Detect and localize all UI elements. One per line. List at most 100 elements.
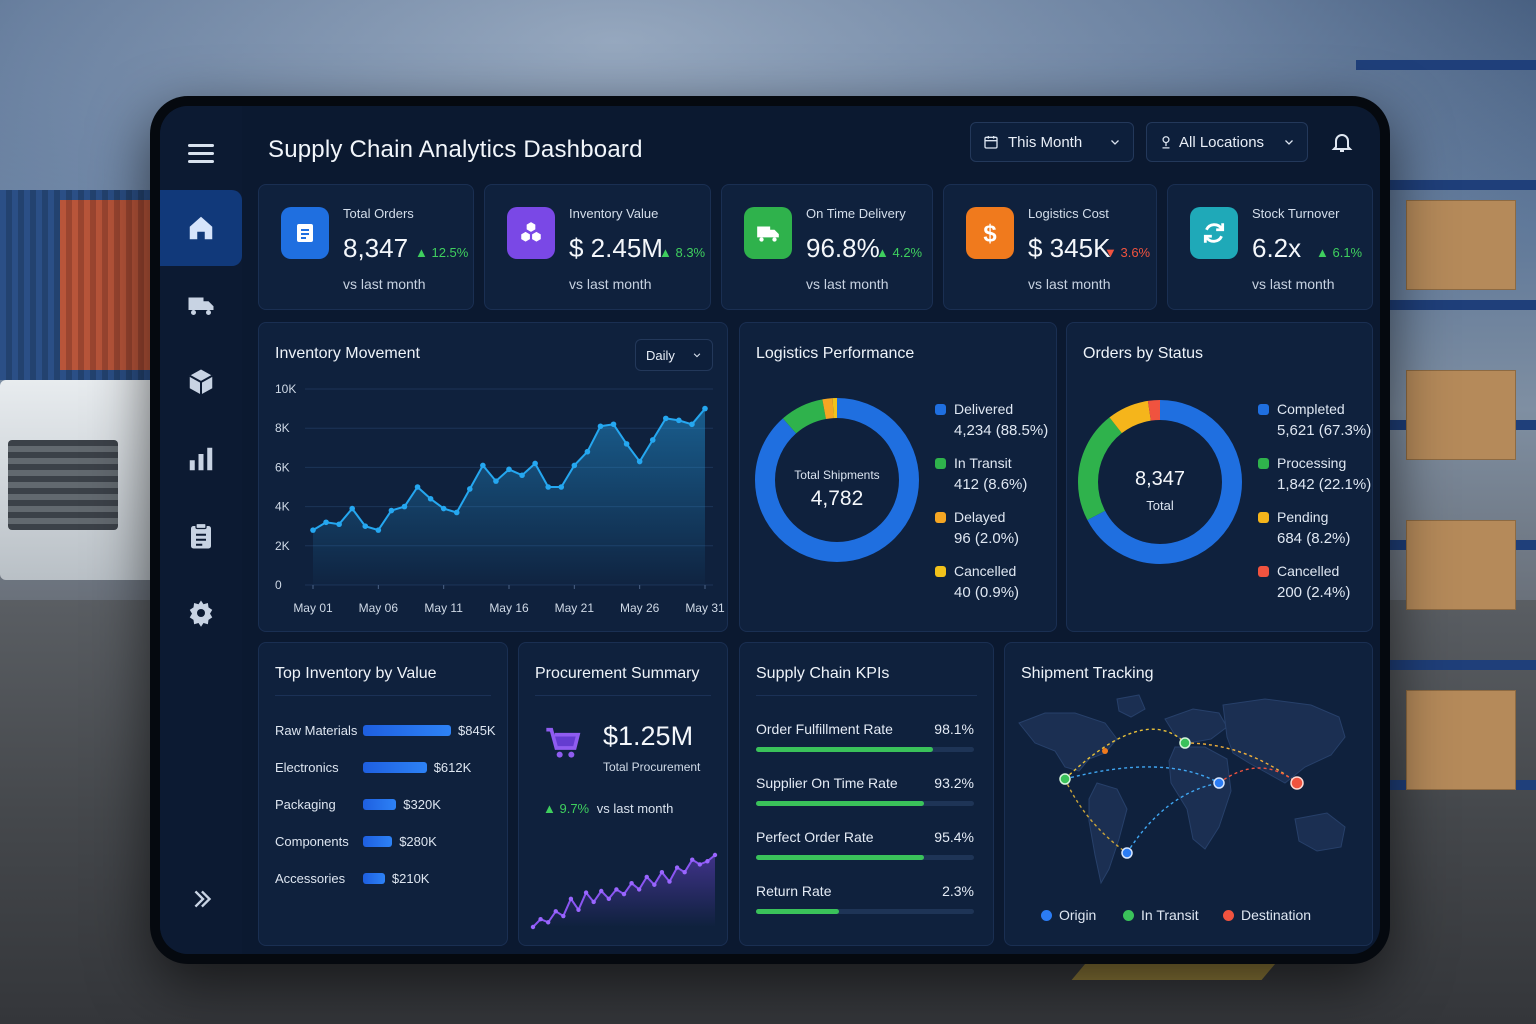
kpi-icon-bg [281, 207, 329, 259]
sidebar-item-inventory[interactable] [160, 344, 242, 420]
inventory-bar [363, 836, 393, 847]
legend-value: 684 (8.2%) [1277, 530, 1351, 547]
progress-fill [756, 801, 924, 806]
legend-value: 4,234 (88.5%) [954, 422, 1049, 439]
sidebar-item-analytics[interactable] [160, 421, 242, 497]
page-title: Supply Chain Analytics Dashboard [268, 136, 643, 163]
y-tick-label: 4K [275, 500, 290, 514]
card-title: Shipment Tracking [1021, 665, 1154, 682]
sparkline-area [533, 855, 715, 927]
legend-dot [935, 512, 946, 523]
legend-label: Delivered [954, 401, 1014, 417]
divider [535, 695, 711, 696]
location-pin-icon [1162, 136, 1170, 149]
legend-value: 412 (8.6%) [954, 476, 1028, 493]
kpi-value: 96.8% [806, 233, 880, 263]
kpi-value: 2.3% [942, 883, 974, 899]
inventory-label: Accessories [275, 871, 346, 886]
period-select[interactable]: This Month [970, 122, 1134, 162]
granularity-select[interactable]: Daily [635, 339, 713, 371]
asia-landmass [1222, 698, 1346, 784]
in-transit-marker[interactable] [1059, 773, 1071, 785]
kpi-card-total-orders[interactable]: Total Orders 8,347 ▲ 12.5% vs last month [258, 184, 474, 310]
card-title: Inventory Movement [275, 345, 420, 362]
map-legend-in-transit: In Transit [1123, 907, 1199, 923]
location-select[interactable]: All Locations [1146, 122, 1308, 162]
shipment-tracking-card: Shipment Tracking [1004, 642, 1373, 946]
x-tick-label: May 01 [293, 601, 333, 615]
sidebar-item-shipments[interactable] [160, 267, 242, 343]
gear-icon [189, 600, 213, 627]
legend-value: 1,842 (22.1%) [1277, 476, 1372, 493]
africa-landmass [1168, 746, 1232, 850]
kpi-change: ▲ 6.1% [1316, 245, 1363, 260]
logistics-donut-chart [755, 398, 919, 562]
legend-dot [935, 404, 946, 415]
legend-value: 200 (2.4%) [1277, 584, 1351, 601]
sidebar-item-reports[interactable] [160, 498, 242, 574]
inventory-value: $320K [403, 797, 441, 812]
legend-label: In Transit [954, 455, 1012, 471]
kpi-card-logistics-cost[interactable]: $ Logistics Cost $ 345K ▼ 3.6% vs last m… [943, 184, 1157, 310]
sparkline-point [561, 913, 566, 919]
in-transit-marker[interactable] [1179, 737, 1191, 749]
sidebar-item-settings[interactable] [160, 575, 242, 651]
progress-track [756, 747, 974, 752]
progress-track [756, 801, 974, 806]
kpi-subtext: vs last month [1028, 276, 1111, 292]
kpi-card-on-time-delivery[interactable]: On Time Delivery 96.8% ▲ 4.2% vs last mo… [721, 184, 933, 310]
legend-label: Delayed [954, 509, 1006, 525]
inventory-label: Electronics [275, 760, 339, 775]
legend-label: In Transit [1141, 907, 1199, 923]
legend-value: 40 (0.9%) [954, 584, 1020, 601]
supply-chain-kpis-card: Supply Chain KPIs Order Fulfillment Rate… [739, 642, 994, 946]
data-point [623, 441, 630, 447]
origin-marker[interactable] [1213, 777, 1225, 789]
data-point [323, 519, 329, 526]
procurement-change-value: ▲ 9.7% [543, 801, 590, 816]
route-line [1184, 742, 1298, 784]
route-line [1064, 728, 1186, 780]
procurement-summary-card: Procurement Summary $1.25M Total Procure… [518, 642, 728, 946]
x-tick-label: May 21 [555, 601, 595, 615]
sparkline-point [576, 907, 581, 912]
container-stack [60, 200, 150, 370]
period-select-value: This Month [1008, 133, 1083, 151]
sidebar-item-home[interactable] [160, 190, 242, 266]
origin-marker[interactable] [1121, 847, 1133, 859]
inventory-label: Packaging [275, 797, 336, 812]
kpi-label: On Time Delivery [806, 206, 906, 221]
kpi-card-inventory-value[interactable]: Inventory Value $ 2.45M ▲ 8.3% vs last m… [484, 184, 711, 310]
kpi-card-stock-turnover[interactable]: Stock Turnover 6.2x ▲ 6.1% vs last month [1167, 184, 1373, 310]
y-tick-label: 0 [275, 578, 282, 592]
x-tick-label: May 11 [424, 601, 463, 615]
sidebar [160, 106, 242, 954]
sparkline-point [705, 859, 710, 864]
sparkline-point [697, 862, 703, 867]
destination-marker[interactable] [1290, 776, 1304, 790]
data-point [571, 462, 578, 469]
data-point [676, 417, 682, 424]
area-fill [313, 408, 705, 585]
kpi-progress-row: Perfect Order Rate 95.4% [756, 829, 974, 863]
card-title: Procurement Summary [535, 665, 700, 682]
data-point [493, 478, 499, 484]
data-point [532, 460, 538, 467]
sparkline-point [659, 870, 665, 875]
hamburger-menu-icon[interactable] [188, 144, 214, 164]
kpi-icon-bg: $ [966, 207, 1014, 259]
y-tick-label: 8K [275, 421, 290, 435]
sparkline-point [690, 857, 695, 862]
notification-bell-icon[interactable] [1330, 130, 1354, 154]
procurement-label: Total Procurement [603, 760, 701, 774]
kpi-name: Perfect Order Rate [756, 829, 874, 845]
collapse-sidebar-icon[interactable] [190, 886, 216, 912]
kpi-change: ▼ 3.6% [1104, 245, 1151, 260]
sparkline-point [644, 874, 649, 880]
sparkline-point [530, 924, 536, 930]
home-icon [189, 216, 213, 240]
data-point [401, 503, 408, 510]
legend-label: Processing [1277, 455, 1347, 471]
data-point [349, 505, 355, 512]
data-point [689, 421, 695, 428]
